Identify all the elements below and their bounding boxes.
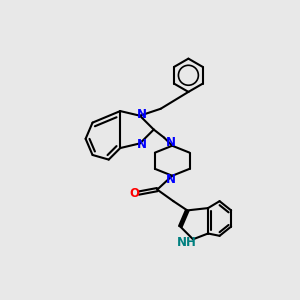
Text: NH: NH [177, 236, 197, 249]
Text: N: N [137, 138, 147, 151]
Text: N: N [166, 173, 176, 186]
Text: O: O [130, 187, 140, 200]
Text: N: N [137, 108, 147, 121]
Text: N: N [166, 136, 176, 149]
